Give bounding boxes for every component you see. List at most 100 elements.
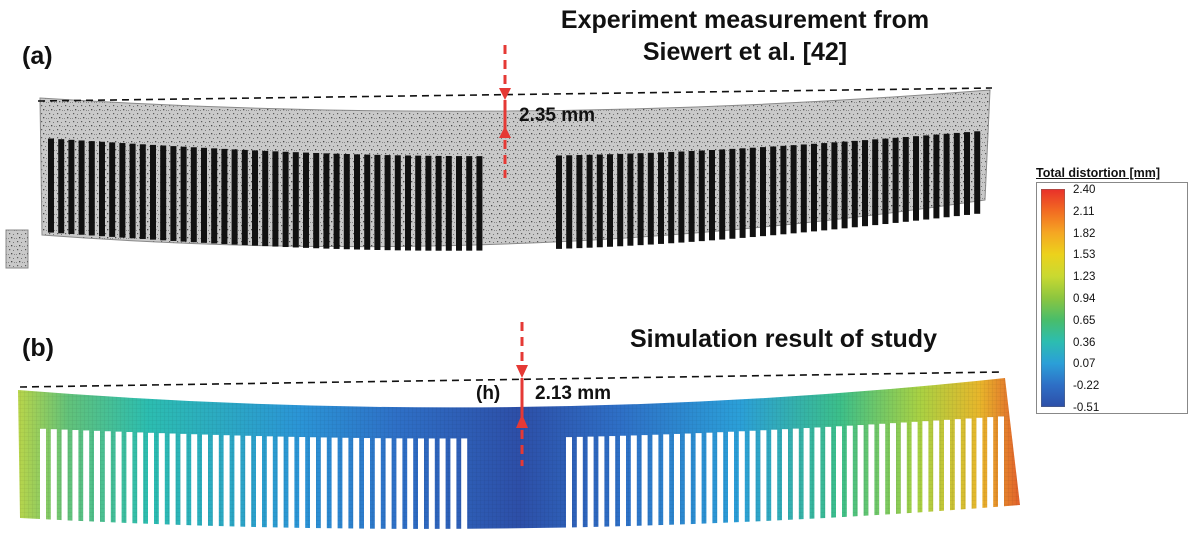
- slot-b: [115, 431, 122, 538]
- slot-a: [913, 136, 919, 221]
- slot-a: [78, 140, 85, 235]
- legend-tick-label: 2.11: [1073, 205, 1095, 218]
- slot-a: [617, 153, 624, 247]
- slot-b: [954, 419, 961, 523]
- slot-b: [126, 432, 133, 538]
- slot-b: [288, 436, 295, 542]
- slot-a: [831, 142, 838, 230]
- slot-a: [627, 153, 634, 246]
- slot-b: [890, 423, 896, 528]
- slot-b: [158, 433, 165, 540]
- slot-a: [709, 149, 715, 241]
- slot-b: [760, 430, 767, 537]
- slot-a: [129, 143, 136, 239]
- slot-a: [476, 156, 483, 251]
- slot-b: [223, 435, 230, 542]
- slot-a: [698, 150, 705, 242]
- slot-a: [607, 154, 613, 247]
- slot-a: [88, 141, 95, 236]
- slot-a: [170, 146, 177, 241]
- slot-a: [374, 154, 381, 250]
- legend-tick-label: 0.65: [1073, 314, 1096, 327]
- slot-a: [364, 154, 371, 250]
- slot-b: [717, 432, 724, 540]
- slot-b: [630, 435, 637, 542]
- slot-a: [851, 140, 858, 228]
- slot-a: [466, 156, 473, 251]
- slot-b: [385, 438, 392, 542]
- slot-a: [99, 141, 105, 237]
- slot-b: [825, 426, 832, 533]
- slot-b: [803, 428, 810, 535]
- slot-a: [933, 134, 940, 219]
- slot-a: [180, 146, 187, 242]
- slot-a: [729, 148, 736, 239]
- slot-b: [353, 437, 360, 542]
- slot-a: [760, 147, 766, 237]
- slot-b: [609, 436, 616, 542]
- experimental-specimen: [5, 89, 991, 269]
- slot-a: [68, 139, 75, 235]
- slot-a: [384, 155, 391, 251]
- slot-b: [320, 437, 327, 542]
- slot-b: [396, 438, 403, 542]
- legend-tick-label: 1.82: [1073, 227, 1096, 240]
- slot-a: [668, 151, 675, 244]
- slot-a: [556, 155, 562, 249]
- slot-a: [953, 132, 960, 217]
- slot-b: [695, 433, 702, 541]
- panel-b-measurement: 2.13 mm: [535, 383, 612, 404]
- slot-a: [405, 155, 411, 251]
- panel-a-label: (a): [22, 42, 53, 70]
- slot-a: [119, 143, 126, 238]
- slot-a: [160, 145, 167, 241]
- legend-title: Total distortion [mm]: [1036, 166, 1161, 180]
- slot-a: [139, 144, 146, 239]
- slot-a: [415, 155, 422, 251]
- slot-b: [933, 420, 940, 525]
- reference-dashed-line-a: [37, 87, 993, 102]
- slot-a: [282, 151, 289, 248]
- slot-b: [922, 421, 929, 525]
- slot-a: [862, 140, 868, 227]
- slot-b: [169, 433, 176, 540]
- specimen-slots-a: [48, 131, 981, 251]
- slot-b: [266, 436, 273, 542]
- slot-b: [83, 430, 90, 536]
- slot-b: [965, 418, 972, 522]
- legend-tick-label: 2.40: [1073, 184, 1096, 196]
- panel-b-h-label: (h): [476, 383, 501, 404]
- slot-a: [811, 143, 817, 232]
- slot-b: [191, 434, 198, 541]
- deflection-indicator-a: [499, 45, 511, 178]
- legend-colorbar: [1041, 189, 1065, 407]
- slot-b: [94, 430, 100, 537]
- slot-a: [964, 132, 970, 215]
- legend-tick-label: 1.53: [1073, 249, 1096, 262]
- panel-b-title: Simulation result of study: [630, 325, 937, 353]
- slot-a: [354, 154, 360, 250]
- slot-a: [445, 156, 452, 251]
- slot-b: [428, 438, 435, 542]
- slot-b: [782, 429, 788, 536]
- slot-a: [252, 150, 258, 246]
- slot-b: [461, 438, 468, 542]
- slot-a: [882, 138, 889, 225]
- slot-a: [800, 144, 807, 233]
- slot-a: [892, 137, 899, 223]
- slot-a: [790, 145, 797, 234]
- slot-b: [374, 438, 381, 542]
- slot-a: [262, 150, 269, 247]
- slot-b: [652, 434, 659, 542]
- slot-b: [868, 424, 875, 530]
- panel-a-measurement: 2.35 mm: [519, 105, 596, 126]
- slot-a: [739, 148, 746, 238]
- slot-b: [331, 437, 338, 542]
- slot-a: [821, 143, 828, 231]
- legend-tick-label: 0.94: [1073, 293, 1096, 305]
- slot-b: [342, 437, 349, 542]
- slot-b: [846, 425, 853, 531]
- slot-b: [879, 423, 886, 529]
- legend-tick-label: -0.22: [1073, 380, 1100, 393]
- slot-b: [900, 422, 907, 527]
